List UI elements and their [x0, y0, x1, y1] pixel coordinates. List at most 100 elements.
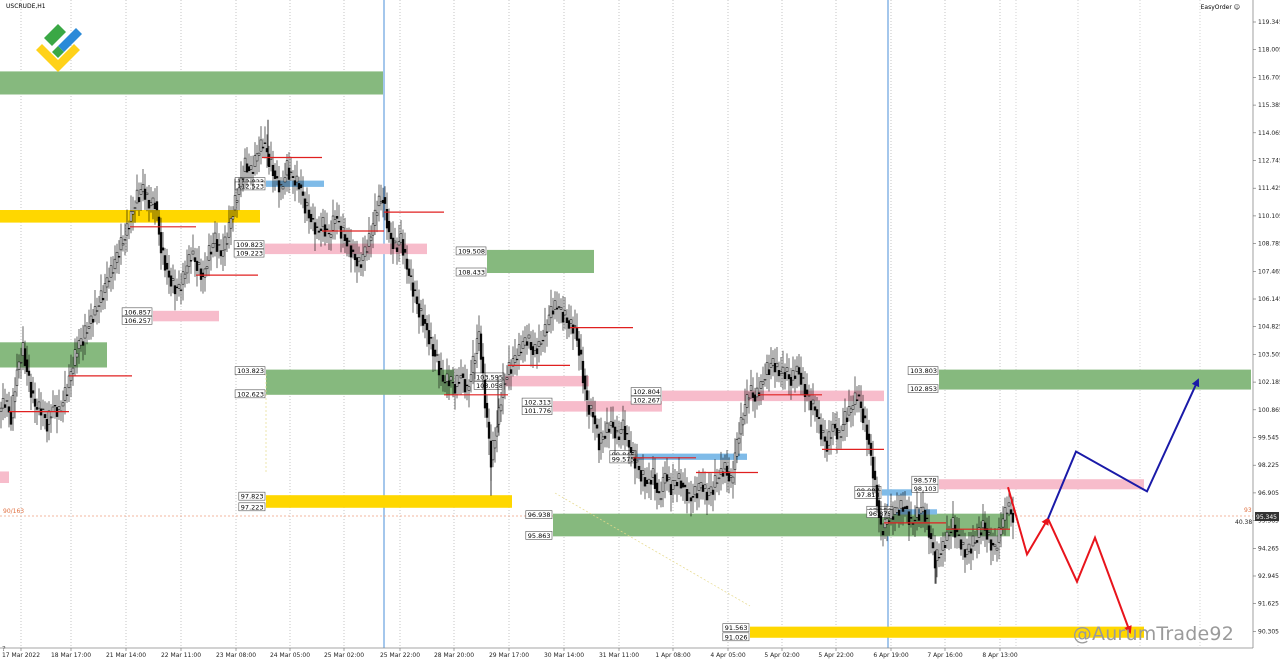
candle-body: [857, 394, 861, 397]
candle-body: [731, 476, 735, 484]
candle-body: [993, 544, 997, 547]
candle-body: [231, 216, 235, 220]
zone-price-text: 102.853: [910, 385, 937, 393]
candle-body: [435, 354, 439, 356]
zone-price-text: 96.875: [869, 510, 892, 518]
zone-price-label: 109.223: [233, 248, 265, 258]
candle-body: [413, 289, 417, 291]
candle-body: [137, 197, 141, 203]
candle-body: [599, 432, 603, 444]
candle-body: [835, 428, 839, 440]
zone-price-label: 98.578: [911, 475, 939, 485]
zone-green: [0, 71, 383, 95]
candle-body: [109, 265, 113, 278]
candle-body: [199, 268, 203, 280]
candle-body: [327, 232, 331, 235]
candle-body: [851, 405, 855, 410]
candle-body: [381, 199, 385, 204]
candle-body: [815, 409, 819, 418]
candle-body: [143, 188, 147, 200]
candle-body: [647, 478, 651, 484]
candle-body: [523, 337, 527, 346]
candle-body: [13, 391, 17, 403]
candle-body: [513, 355, 517, 363]
candle-body: [689, 497, 693, 502]
candle-body: [573, 325, 577, 327]
zone-price-text: 95.863: [528, 532, 551, 540]
candle-body: [529, 342, 533, 351]
candle-body: [781, 366, 785, 374]
zone-price-text: 103.595: [476, 373, 503, 381]
easyorder-label[interactable]: EasyOrder ☺: [1200, 4, 1240, 11]
candle-body: [63, 387, 67, 401]
candle-body: [493, 440, 497, 449]
candle-body: [175, 286, 179, 289]
candle-body: [559, 307, 563, 310]
candle-body: [593, 415, 597, 425]
candle-body: [105, 277, 109, 288]
candle-body: [913, 519, 917, 522]
candle-body: [397, 241, 401, 246]
candle-body: [135, 189, 139, 204]
candle-body: [99, 290, 103, 303]
candle-body: [81, 341, 85, 346]
candle-body: [429, 337, 433, 339]
zone-pink: [0, 471, 9, 484]
zone-price-text: 109.508: [458, 247, 485, 255]
candle-body: [915, 506, 919, 518]
candle-body: [631, 450, 635, 453]
candle-body: [555, 307, 559, 310]
candle-body: [255, 153, 259, 162]
zone-pink: [505, 375, 589, 387]
candle-body: [543, 324, 547, 337]
zone-price-label: 101.776: [521, 406, 553, 415]
candle-body: [553, 300, 557, 310]
candle-body: [693, 486, 697, 496]
candle-body: [37, 401, 41, 409]
candle-body: [315, 226, 319, 228]
candle-body: [771, 358, 775, 366]
candle-body: [387, 220, 391, 233]
candle-body: [711, 489, 715, 495]
candle-body: [219, 250, 223, 257]
candle-body: [213, 232, 217, 244]
candle-body: [35, 407, 39, 410]
zone-price-label: 103.823: [234, 366, 266, 375]
candle-body: [621, 419, 625, 431]
candle-body: [921, 506, 925, 512]
zone-price-text: 103.058: [476, 382, 503, 390]
candle-body: [25, 359, 29, 373]
candle-body: [859, 401, 863, 408]
candle-body: [173, 285, 177, 295]
candle-body: [865, 424, 869, 440]
candle-body: [295, 175, 299, 183]
candle-body: [821, 430, 825, 433]
candle-body: [881, 531, 885, 536]
logo: [36, 24, 82, 72]
candle-body: [889, 509, 893, 519]
candle-body: [17, 361, 21, 370]
grid-lines: [0, 0, 1253, 648]
candle-body: [727, 471, 731, 482]
candle-body: [317, 230, 321, 233]
candle-body: [939, 553, 943, 555]
zone-price-text: 99.575: [612, 455, 635, 463]
candle-body: [611, 421, 615, 428]
candle-body: [637, 465, 641, 471]
zone-price-label: 97.223: [238, 502, 266, 511]
candle-body: [463, 379, 467, 393]
candle-body: [171, 278, 175, 281]
candle-body: [305, 202, 309, 207]
candle-body: [285, 160, 289, 176]
candle-body: [421, 314, 425, 326]
candle-body: [343, 234, 347, 241]
candle-body: [375, 212, 379, 216]
candle-body: [739, 417, 743, 435]
y-tick-label: 115.385: [1258, 102, 1280, 109]
candle-body: [601, 436, 605, 440]
candle-body: [131, 211, 135, 215]
candle-body: [759, 381, 763, 389]
candle-body: [969, 548, 973, 554]
candle-body: [409, 275, 413, 277]
